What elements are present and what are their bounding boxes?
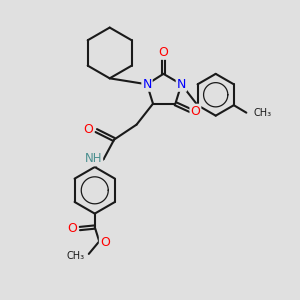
Text: NH: NH [85, 152, 102, 166]
Text: O: O [158, 46, 168, 59]
Text: O: O [190, 105, 200, 118]
Text: N: N [177, 78, 186, 91]
Text: CH₃: CH₃ [66, 251, 84, 261]
Text: O: O [83, 123, 93, 136]
Text: O: O [100, 236, 110, 249]
Text: CH₃: CH₃ [254, 108, 272, 118]
Text: O: O [68, 222, 77, 235]
Text: N: N [142, 78, 152, 91]
